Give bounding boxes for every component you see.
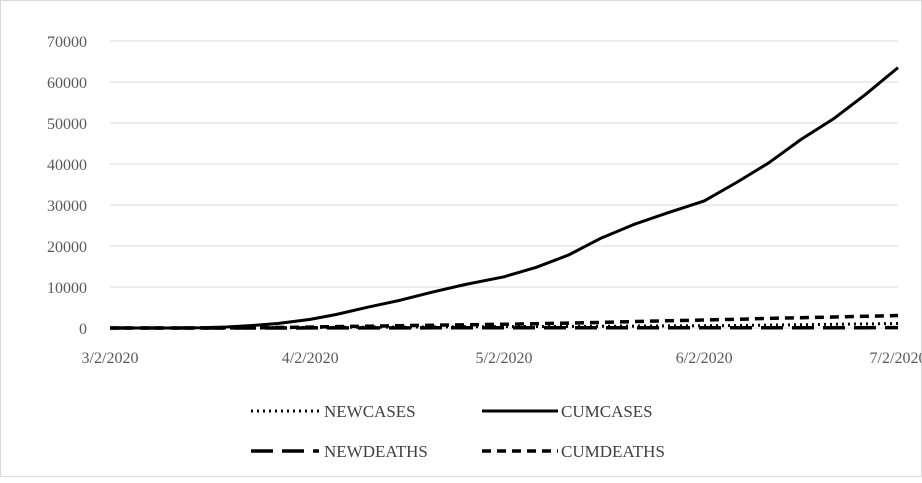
legend: NEWCASES CUMCASES NEWDEATHS CUMDEATHS [251,402,665,461]
y-tick-label: 50000 [47,116,87,133]
legend-label-cumcases: CUMCASES [561,402,653,421]
series-lines [110,68,898,328]
x-tick-label: 5/2/2020 [476,350,533,367]
gridlines [110,41,898,287]
legend-label-newcases: NEWCASES [324,402,416,421]
y-tick-label: 70000 [47,34,87,51]
y-tick-label: 10000 [47,280,87,297]
x-tick-label: 7/2/2020 [870,350,922,367]
y-tick-label: 60000 [47,75,87,92]
x-axis-ticks: 3/2/2020 4/2/2020 5/2/2020 6/2/2020 7/2/2020 [82,350,922,367]
y-tick-label: 0 [79,321,87,338]
legend-label-cumdeaths: CUMDEATHS [561,442,665,461]
x-tick-label: 4/2/2020 [282,350,339,367]
legend-label-newdeaths: NEWDEATHS [324,442,428,461]
y-axis-ticks: 0 10000 20000 30000 40000 50000 60000 70000 [47,34,87,338]
y-tick-label: 40000 [47,157,87,174]
y-tick-label: 30000 [47,198,87,215]
x-tick-label: 6/2/2020 [676,350,733,367]
series-line-cumcases [110,68,898,328]
y-tick-label: 20000 [47,239,87,256]
x-tick-label: 3/2/2020 [82,350,139,367]
